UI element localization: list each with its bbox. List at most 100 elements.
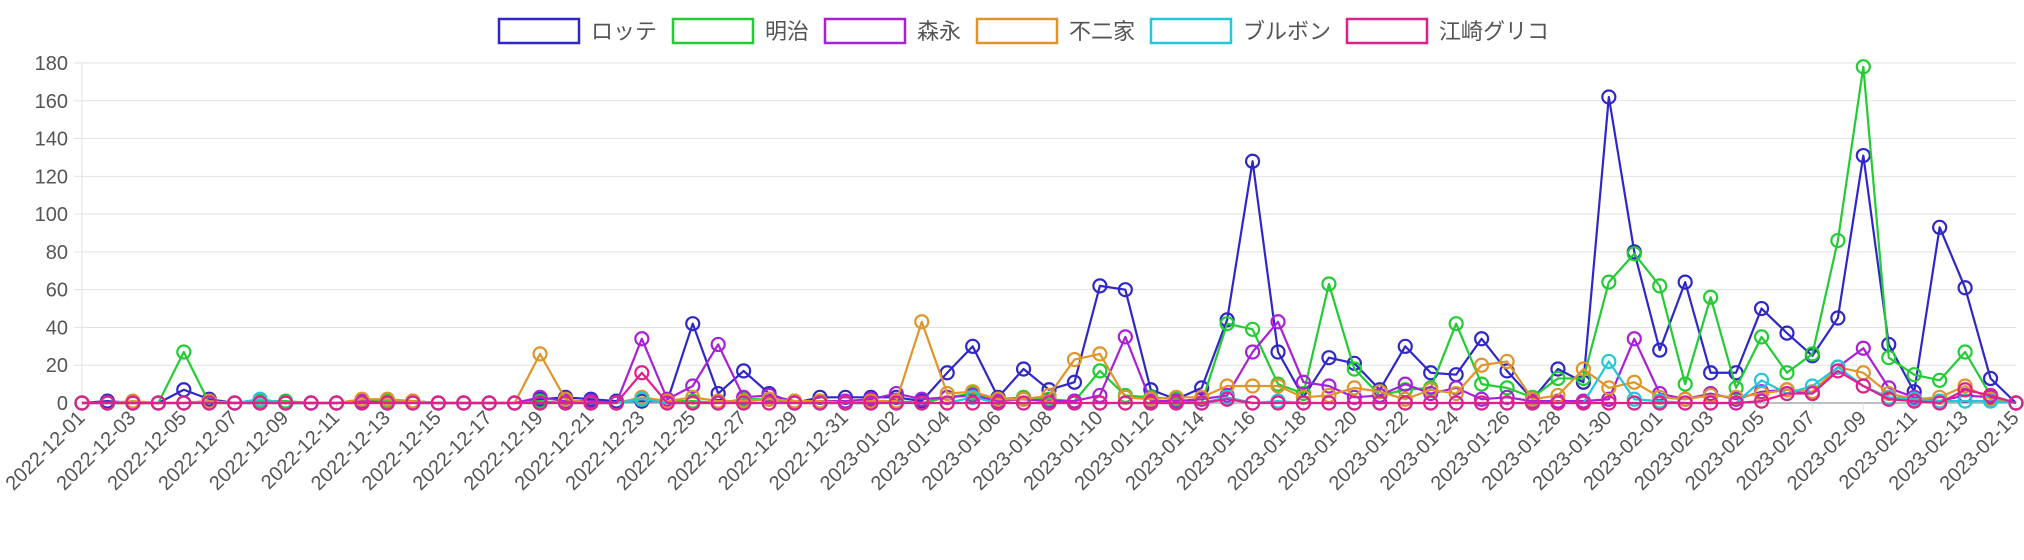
data-point[interactable] <box>685 316 701 332</box>
data-point[interactable] <box>1015 395 1032 411</box>
data-point[interactable] <box>1244 153 1261 169</box>
data-point[interactable] <box>1601 89 1617 105</box>
data-point[interactable] <box>634 365 650 381</box>
data-point[interactable] <box>1270 314 1286 330</box>
data-point[interactable] <box>1143 395 1159 411</box>
data-point[interactable] <box>1397 338 1413 354</box>
data-point[interactable] <box>1321 276 1337 292</box>
data-point[interactable] <box>1270 344 1286 360</box>
data-point[interactable] <box>965 338 981 354</box>
data-point[interactable] <box>1677 376 1693 392</box>
data-point[interactable] <box>1295 395 1312 411</box>
data-point[interactable] <box>430 395 446 411</box>
data-point[interactable] <box>456 395 472 411</box>
data-point[interactable] <box>125 395 141 411</box>
data-point[interactable] <box>1474 357 1490 373</box>
data-point[interactable] <box>1092 278 1108 294</box>
data-point[interactable] <box>328 395 345 411</box>
data-point[interactable] <box>1575 361 1591 377</box>
data-point[interactable] <box>1041 395 1057 411</box>
data-point[interactable] <box>1855 378 1871 394</box>
data-point[interactable] <box>1957 280 1973 296</box>
data-point[interactable] <box>1244 395 1261 411</box>
data-point[interactable] <box>1982 387 1999 404</box>
data-point[interactable] <box>1448 395 1464 411</box>
data-point[interactable] <box>1219 316 1235 332</box>
data-point[interactable] <box>1728 380 1744 396</box>
data-point[interactable] <box>1779 365 1795 381</box>
data-point[interactable] <box>939 385 955 402</box>
data-point[interactable] <box>1117 395 1133 411</box>
legend-item[interactable]: 江崎グリコ <box>1345 17 1549 45</box>
data-point[interactable] <box>227 395 243 411</box>
data-point[interactable] <box>303 395 319 411</box>
data-point[interactable] <box>481 395 497 411</box>
data-point[interactable] <box>532 395 548 411</box>
data-point[interactable] <box>557 395 574 411</box>
data-point[interactable] <box>1957 344 1973 360</box>
data-point[interactable] <box>1474 376 1490 392</box>
data-point[interactable] <box>710 395 726 411</box>
data-point[interactable] <box>2008 395 2024 411</box>
data-point[interactable] <box>74 395 90 411</box>
data-point[interactable] <box>1626 395 1642 411</box>
data-point[interactable] <box>583 395 599 411</box>
data-point[interactable] <box>1626 331 1642 347</box>
data-point[interactable] <box>1906 393 1922 409</box>
data-point[interactable] <box>1652 395 1668 411</box>
data-point[interactable] <box>914 314 930 330</box>
data-point[interactable] <box>99 395 116 411</box>
data-point[interactable] <box>1703 365 1719 381</box>
data-point[interactable] <box>1957 393 1973 409</box>
data-point[interactable] <box>1423 395 1439 411</box>
data-point[interactable] <box>1397 395 1413 411</box>
data-point[interactable] <box>1601 353 1617 370</box>
data-point[interactable] <box>1346 395 1362 411</box>
data-point[interactable] <box>1703 395 1719 411</box>
data-point[interactable] <box>1830 232 1846 249</box>
data-point[interactable] <box>1321 378 1337 394</box>
data-point[interactable] <box>1881 391 1897 407</box>
data-point[interactable] <box>1092 346 1108 362</box>
data-point[interactable] <box>1906 367 1922 383</box>
data-point[interactable] <box>1372 384 1388 400</box>
data-point[interactable] <box>1804 346 1821 362</box>
data-point[interactable] <box>1881 350 1897 366</box>
data-point[interactable] <box>1499 353 1515 370</box>
data-point[interactable] <box>252 395 268 411</box>
data-point[interactable] <box>1194 395 1210 411</box>
data-point[interactable] <box>914 395 930 411</box>
data-point[interactable] <box>1321 350 1337 366</box>
data-point[interactable] <box>1270 395 1286 411</box>
data-point[interactable] <box>1804 385 1821 402</box>
data-point[interactable] <box>1372 395 1388 411</box>
data-point[interactable] <box>1524 395 1541 411</box>
data-point[interactable] <box>507 395 523 411</box>
data-point[interactable] <box>1244 344 1261 360</box>
data-point[interactable] <box>1753 372 1770 388</box>
data-point[interactable] <box>1626 374 1642 390</box>
data-point[interactable] <box>1855 59 1871 75</box>
data-point[interactable] <box>965 395 981 411</box>
data-point[interactable] <box>1932 372 1948 388</box>
data-point[interactable] <box>1677 274 1693 290</box>
data-point[interactable] <box>736 363 752 379</box>
data-point[interactable] <box>405 395 421 411</box>
data-point[interactable] <box>1270 378 1286 394</box>
data-point[interactable] <box>532 346 548 362</box>
data-point[interactable] <box>1601 395 1617 411</box>
data-point[interactable] <box>1092 395 1108 411</box>
data-point[interactable] <box>939 395 955 411</box>
data-point[interactable] <box>176 344 192 360</box>
legend-item[interactable]: ロッテ <box>497 17 657 45</box>
data-point[interactable] <box>1321 395 1337 411</box>
legend-item[interactable]: ブルボン <box>1149 17 1331 45</box>
data-point[interactable] <box>1982 370 1999 387</box>
data-point[interactable] <box>1855 340 1871 356</box>
data-point[interactable] <box>176 395 192 411</box>
data-point[interactable] <box>1168 395 1184 411</box>
data-point[interactable] <box>1117 282 1133 298</box>
data-point[interactable] <box>1957 382 1973 398</box>
data-point[interactable] <box>786 395 803 411</box>
data-point[interactable] <box>1295 374 1312 390</box>
